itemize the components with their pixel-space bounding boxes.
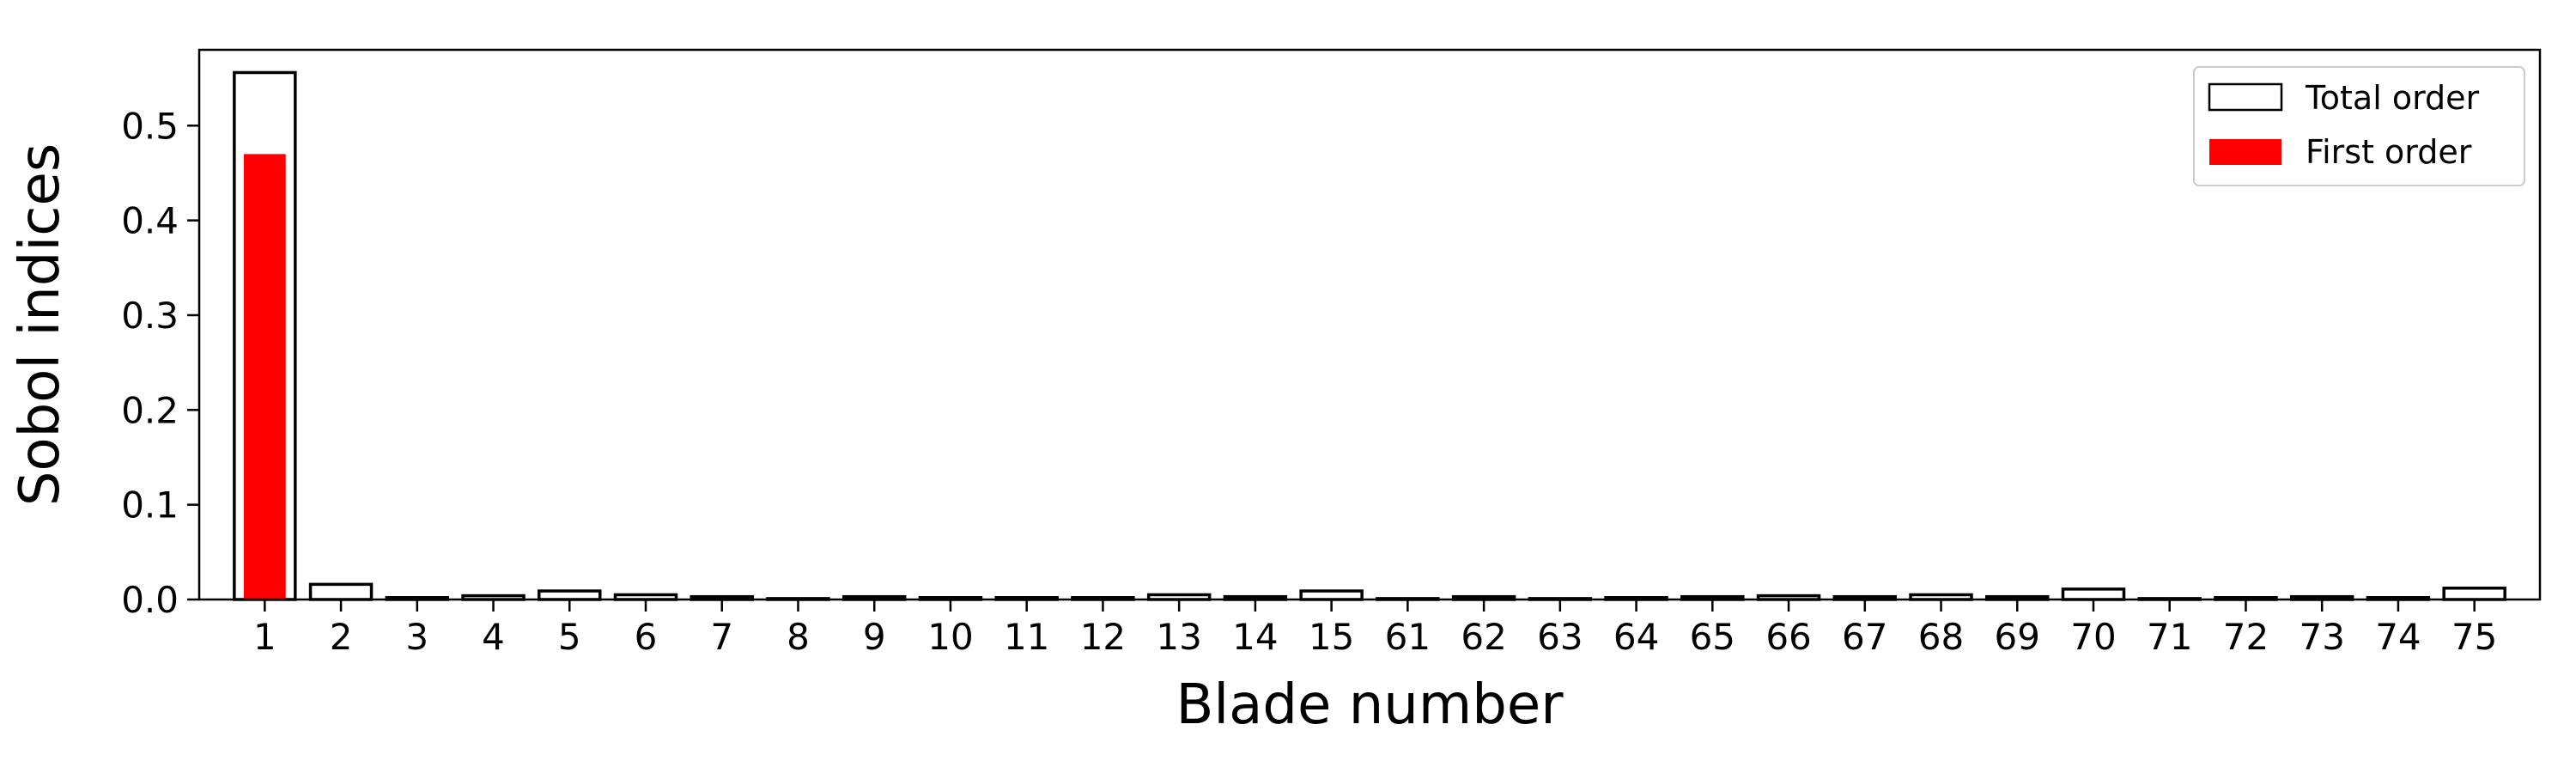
x-tick-label: 14	[1232, 616, 1278, 658]
x-tick-label: 66	[1765, 616, 1811, 658]
x-tick-label: 63	[1537, 616, 1583, 658]
x-axis-label: Blade number	[1176, 673, 1564, 737]
x-tick-label: 70	[2070, 616, 2116, 658]
total-order-bar-75	[2442, 587, 2506, 601]
x-tick-label: 10	[927, 616, 973, 658]
x-tick-label: 5	[558, 616, 581, 658]
x-tick-label: 73	[2299, 616, 2344, 658]
x-tick-label: 75	[2451, 616, 2497, 658]
x-tick-label: 3	[405, 616, 428, 658]
legend-swatch-first-order	[2209, 139, 2281, 165]
total-order-bar-70	[2061, 587, 2126, 601]
x-tick-label: 61	[1385, 616, 1431, 658]
total-order-bar-2	[308, 582, 374, 601]
legend-label-total-order: Total order	[2305, 79, 2480, 117]
y-tick-label: 0.0	[121, 579, 179, 621]
x-tick-label: 62	[1461, 616, 1506, 658]
x-tick-label: 69	[1995, 616, 2040, 658]
x-tick-label: 68	[1918, 616, 1964, 658]
first-order-bar-1	[243, 154, 286, 600]
x-tick-label: 74	[2375, 616, 2421, 658]
x-tick-label: 9	[863, 616, 886, 658]
total-order-bar-5	[538, 589, 602, 601]
y-tick-label: 0.3	[121, 295, 179, 337]
total-order-bars	[233, 70, 2506, 601]
legend: Total order First order	[2193, 66, 2525, 186]
total-order-bar-15	[1299, 589, 1364, 601]
x-tick-label: 64	[1613, 616, 1659, 658]
plot-frame	[197, 48, 2542, 601]
legend-label-first-order: First order	[2306, 133, 2472, 171]
x-tick-label: 65	[1690, 616, 1735, 658]
x-tick-label: 11	[1004, 616, 1049, 658]
y-tick-label: 0.1	[121, 484, 179, 526]
first-order-bars	[243, 154, 286, 600]
x-tick-label: 1	[253, 616, 276, 658]
y-axis: 0.0 0.1 0.2 0.3 0.4 0.5	[121, 105, 199, 621]
y-tick-label: 0.2	[121, 389, 179, 431]
x-tick-label: 4	[482, 616, 505, 658]
x-tick-label: 2	[330, 616, 353, 658]
x-tick-label: 15	[1309, 616, 1354, 658]
y-axis-label: Sobol indices	[9, 143, 72, 506]
y-tick-label: 0.4	[121, 200, 179, 242]
x-tick-label: 67	[1842, 616, 1887, 658]
x-axis: 1 2 3 4 5 6 7 8 9 10 11 12 13 14 15 61 62 63 64 65 66 67 68 69 7…	[253, 600, 2497, 658]
x-tick-label: 7	[710, 616, 733, 658]
x-tick-label: 72	[2223, 616, 2269, 658]
x-tick-label: 71	[2147, 616, 2192, 658]
x-tick-label: 6	[635, 616, 658, 658]
x-tick-label: 12	[1080, 616, 1126, 658]
x-tick-label: 13	[1156, 616, 1201, 658]
y-tick-label: 0.5	[121, 105, 179, 147]
legend-swatch-total-order	[2208, 82, 2283, 112]
x-tick-label: 8	[787, 616, 810, 658]
